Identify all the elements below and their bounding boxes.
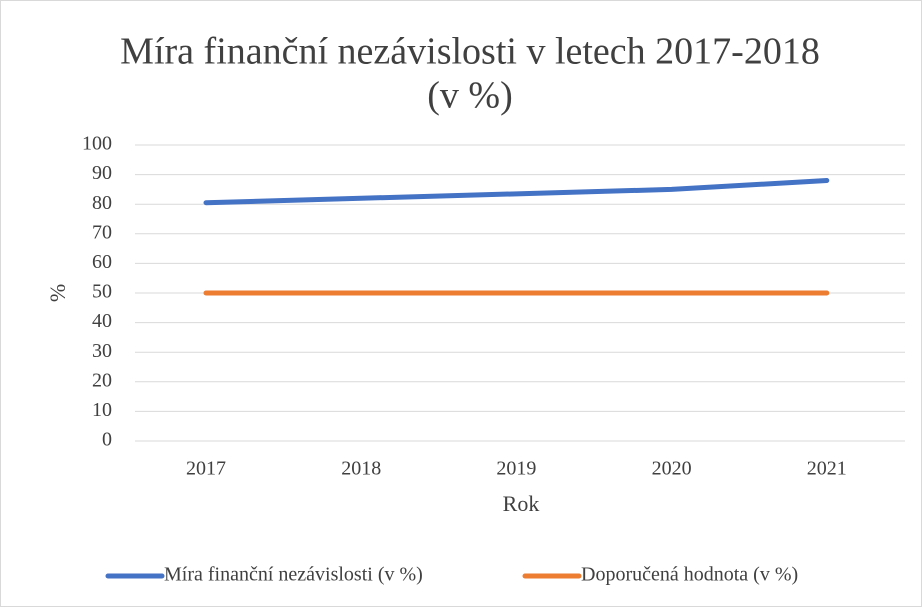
y-axis-label: % (45, 284, 70, 302)
x-tick-label: 2018 (341, 458, 381, 480)
y-tick-label: 80 (92, 192, 112, 214)
x-axis-label: Rok (503, 491, 540, 516)
y-tick-label: 20 (92, 369, 112, 391)
y-tick-label: 70 (92, 221, 112, 243)
y-tick-label: 0 (102, 429, 112, 451)
chart-title: (v %) (427, 75, 512, 117)
y-tick-label: 90 (92, 162, 112, 184)
x-tick-label: 2021 (807, 458, 847, 480)
legend-label: Míra finanční nezávislosti (v %) (164, 564, 423, 586)
x-tick-label: 2017 (186, 458, 226, 480)
y-tick-label: 10 (92, 399, 112, 421)
y-tick-label: 60 (92, 251, 112, 273)
chart-title: Míra finanční nezávislosti v letech 2017… (120, 31, 820, 73)
legend-label: Doporučená hodnota (v %) (581, 564, 798, 586)
series-line (203, 178, 830, 206)
y-tick-label: 50 (92, 281, 112, 303)
y-tick-label: 40 (92, 310, 112, 332)
x-tick-label: 2020 (652, 458, 692, 480)
y-tick-label: 100 (82, 133, 112, 155)
y-tick-label: 30 (92, 340, 112, 362)
x-tick-label: 2019 (496, 458, 536, 480)
